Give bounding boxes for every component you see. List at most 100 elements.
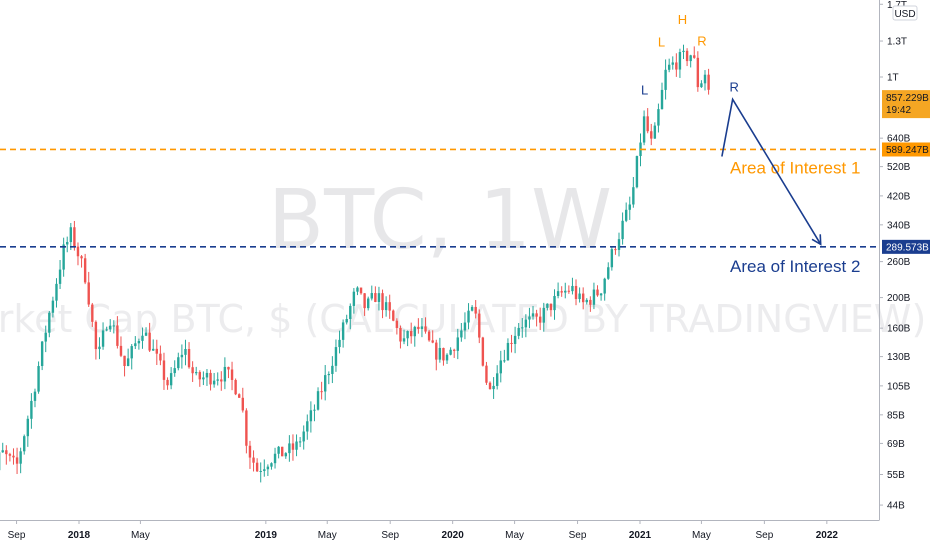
- candle-body: [521, 327, 524, 329]
- candle: [481, 336, 485, 367]
- candle-body: [632, 187, 635, 205]
- candle-body: [187, 349, 191, 368]
- y-tick-label: 1T: [887, 73, 899, 84]
- candle-body: [141, 335, 144, 341]
- level-label-1: Area of Interest 1: [730, 158, 860, 177]
- candle: [653, 122, 657, 139]
- candle-body: [73, 227, 76, 247]
- candle-body: [51, 300, 55, 313]
- candle-body: [341, 322, 345, 340]
- candle: [69, 222, 73, 251]
- candle: [384, 296, 388, 317]
- time-axis[interactable]: Sep 2018 May 2019 May Sep 2020 May Sep 2021 May Sep…: [8, 520, 839, 541]
- candle-body: [682, 50, 685, 53]
- candle: [80, 255, 83, 268]
- candle-body: [180, 354, 184, 358]
- candle: [291, 434, 295, 461]
- candle: [159, 345, 162, 366]
- candle: [126, 348, 130, 367]
- candle: [564, 282, 567, 299]
- candle: [123, 355, 126, 377]
- candle-body: [417, 326, 420, 329]
- candle: [91, 302, 94, 327]
- candle-body: [574, 285, 578, 300]
- candle: [270, 462, 273, 470]
- y-tick-label: 640B: [887, 134, 911, 145]
- candle: [513, 326, 517, 354]
- candle-body: [345, 319, 348, 323]
- candle: [83, 253, 87, 285]
- candle: [191, 361, 194, 382]
- candle: [356, 286, 359, 296]
- candle: [48, 310, 51, 338]
- candle: [571, 277, 574, 295]
- candle-body: [277, 446, 280, 454]
- candle: [220, 371, 223, 391]
- candle: [596, 285, 599, 297]
- candle-body: [144, 332, 148, 336]
- candle-body: [667, 64, 671, 70]
- candle: [33, 388, 37, 408]
- y-tick-label: 520B: [887, 162, 911, 173]
- candle-body: [349, 305, 352, 320]
- candle-body: [23, 436, 26, 452]
- candle-body: [352, 291, 356, 306]
- candle: [420, 318, 424, 338]
- candle: [73, 220, 76, 251]
- candle: [349, 303, 352, 330]
- x-tick-label: 2019: [255, 530, 278, 541]
- candle: [435, 339, 438, 371]
- price-axis[interactable]: 1.7T 1.3T 1T 640B 520B 420B 340B 260B 200B 160B 13…: [879, 0, 911, 512]
- candle: [130, 344, 133, 370]
- candle-body: [266, 466, 270, 470]
- currency-badge[interactable]: USD: [892, 5, 918, 21]
- candle-body: [538, 316, 542, 323]
- candle-body: [248, 445, 252, 458]
- candle-body: [91, 304, 94, 322]
- candle-body: [517, 327, 520, 336]
- candle: [266, 464, 270, 476]
- candle-body: [657, 109, 660, 126]
- candle-body: [169, 373, 173, 386]
- candle: [707, 68, 710, 95]
- candle: [657, 103, 660, 133]
- candle-body: [8, 454, 12, 456]
- candle-body: [689, 55, 692, 62]
- candle: [148, 322, 151, 353]
- candle: [281, 446, 284, 457]
- candle-body: [449, 349, 452, 355]
- candle: [495, 365, 499, 390]
- x-tick-label: 2018: [68, 530, 91, 541]
- candle-body: [592, 289, 596, 305]
- bar-countdown: 19:42: [886, 105, 911, 116]
- y-tick-label: 200B: [887, 293, 911, 304]
- candle: [531, 305, 535, 320]
- candle: [700, 80, 703, 88]
- candle-body: [596, 289, 599, 296]
- currency-badge-label: USD: [894, 9, 915, 20]
- candle: [216, 372, 219, 386]
- candle: [202, 371, 205, 386]
- candle: [212, 372, 216, 388]
- candle: [331, 356, 334, 384]
- candle-body: [338, 339, 341, 348]
- candle: [8, 452, 12, 462]
- candle: [44, 325, 47, 353]
- candle-body: [134, 343, 137, 347]
- candle-body: [291, 443, 295, 450]
- candle-body: [309, 410, 313, 422]
- candle: [499, 350, 502, 383]
- candle: [169, 367, 173, 390]
- candle: [417, 318, 420, 334]
- candle: [664, 59, 667, 100]
- candle: [180, 344, 184, 369]
- candle: [478, 309, 481, 344]
- candle-body: [15, 457, 19, 464]
- candle-body: [30, 400, 33, 419]
- candle: [693, 46, 696, 59]
- candle-body: [112, 325, 116, 327]
- candle: [388, 294, 391, 319]
- candle-body: [524, 319, 528, 328]
- candle-body: [624, 209, 628, 221]
- x-tick-label: Sep: [755, 530, 773, 541]
